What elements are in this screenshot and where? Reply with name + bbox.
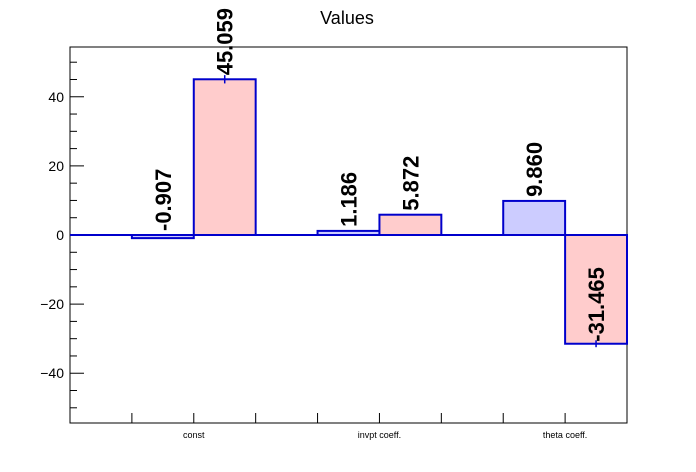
y-tick-label: 20 <box>48 158 64 174</box>
data-label: -0.907 <box>151 169 176 231</box>
data-label: 9.860 <box>522 142 547 197</box>
x-tick-label: const <box>183 430 205 440</box>
x-tick-label: invpt coeff. <box>358 430 401 440</box>
data-label: 5.872 <box>398 156 423 211</box>
bar <box>502 199 567 237</box>
chart-title: Values <box>320 8 374 28</box>
data-label: 45.059 <box>213 8 238 75</box>
data-label: -31.465 <box>584 267 609 342</box>
y-tick-label: −40 <box>40 365 64 381</box>
x-tick-label: theta coeff. <box>543 430 587 440</box>
bar <box>192 78 257 236</box>
data-label: 1.186 <box>337 172 362 227</box>
plot-area: −40 −20 0 20 40 const invpt coeff. theta coeff.… <box>40 8 628 440</box>
bar <box>378 213 443 237</box>
y-tick-label: 40 <box>48 89 64 105</box>
y-tick-label: −20 <box>40 296 64 312</box>
y-tick-label: 0 <box>56 227 64 243</box>
